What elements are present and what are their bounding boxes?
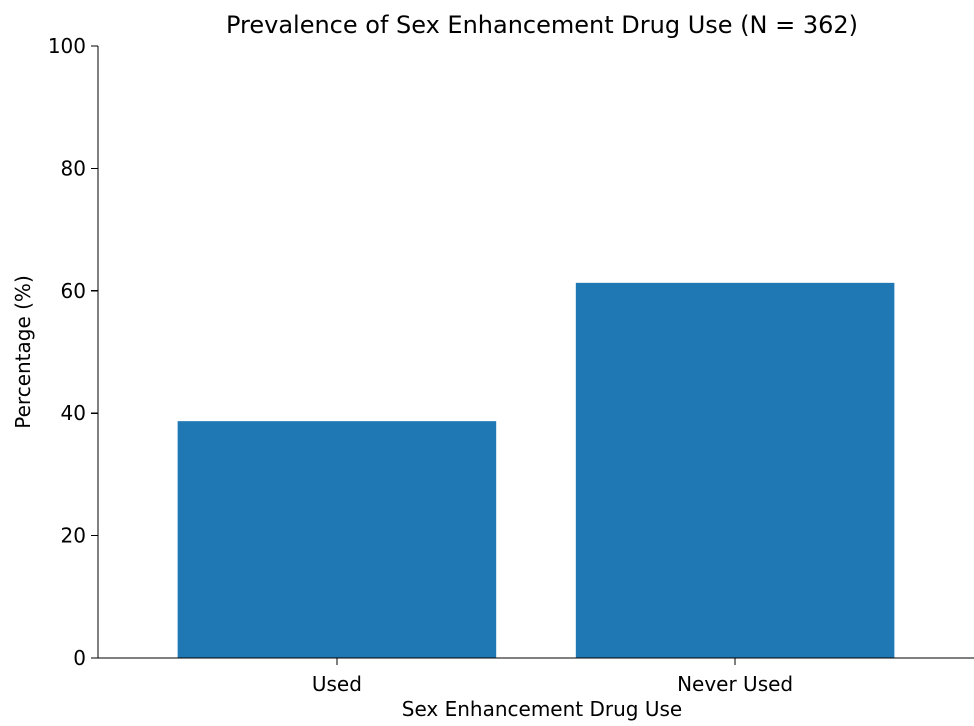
bar-used xyxy=(177,421,497,658)
y-tick-label: 40 xyxy=(61,401,86,425)
bar-never-used xyxy=(575,282,895,658)
y-tick-label: 60 xyxy=(61,279,86,303)
x-ticks-layer: Used Never Used xyxy=(312,658,793,696)
y-tick-label: 20 xyxy=(61,524,86,548)
y-tick-label: 0 xyxy=(73,646,86,670)
y-axis-title: Percentage (%) xyxy=(11,275,35,428)
y-tick-label: 80 xyxy=(61,156,86,180)
x-tick-label: Never Used xyxy=(677,672,793,696)
chart-title: Prevalence of Sex Enhancement Drug Use (… xyxy=(226,11,858,39)
x-tick-label: Used xyxy=(312,672,362,696)
y-ticks-layer: 0 20 40 60 80 100 xyxy=(48,34,98,670)
x-axis-title: Sex Enhancement Drug Use xyxy=(402,697,682,721)
bars-layer xyxy=(177,282,895,658)
y-tick-label: 100 xyxy=(48,34,86,58)
